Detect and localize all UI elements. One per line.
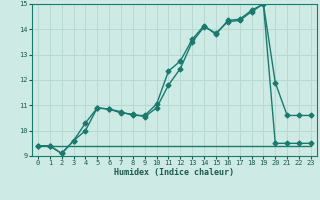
X-axis label: Humidex (Indice chaleur): Humidex (Indice chaleur) (115, 168, 234, 177)
